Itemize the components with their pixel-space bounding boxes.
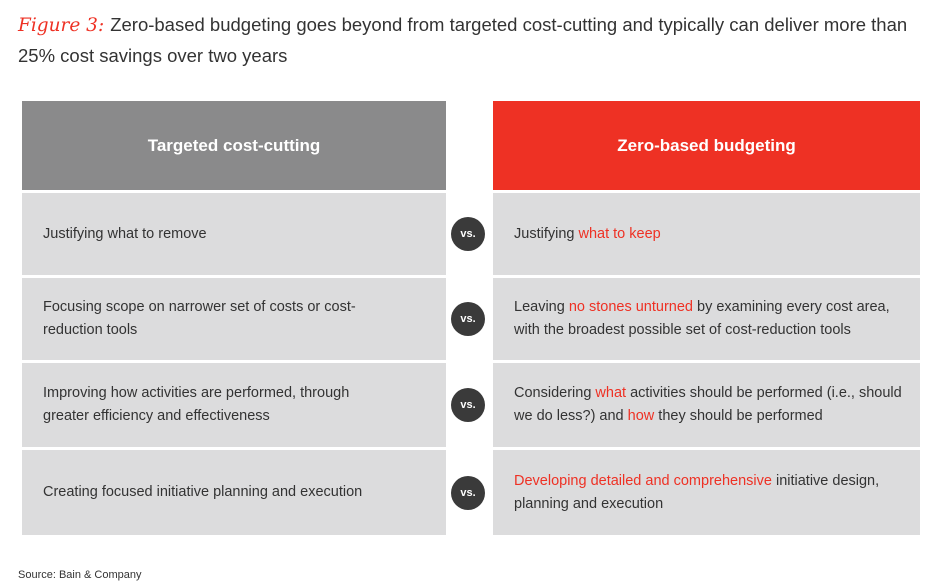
source: Source: Bain & Company xyxy=(18,569,142,581)
right-text: Leaving no stones unturned by examining … xyxy=(514,296,909,342)
right-cell: Justifying what to keep xyxy=(493,193,920,275)
text-segment: activities should be performed (i.e., sh… xyxy=(514,385,902,424)
right-cell: Leaving no stones unturned by examining … xyxy=(493,278,920,360)
vs-badge: vs. xyxy=(451,475,485,510)
text-segment: what xyxy=(595,385,627,401)
text-segment: they should be performed xyxy=(654,408,823,424)
title-text: Zero-based budgeting goes beyond from ta… xyxy=(18,14,908,66)
left-text: Focusing scope on narrower set of costs … xyxy=(43,299,356,338)
column-header: Targeted cost-cutting xyxy=(22,101,446,190)
right-cell: Considering what activities should be pe… xyxy=(493,363,920,447)
left-cell: Improving how activities are performed, … xyxy=(22,363,446,447)
left-cell: Justifying what to remove xyxy=(22,193,446,275)
column-header: Zero-based budgeting xyxy=(493,101,920,190)
vs-badge: vs. xyxy=(451,217,485,251)
text-segment: Developing detailed and comprehensive xyxy=(514,472,772,489)
text-segment: by examining every cost area, with the b… xyxy=(514,299,890,338)
text-segment: Considering xyxy=(514,385,596,401)
left-cell: Focusing scope on narrower set of costs … xyxy=(22,278,446,360)
text-segment: what to keep xyxy=(578,225,661,242)
vs-badge: vs. xyxy=(451,388,485,422)
right-text: Developing detailed and comprehensive in… xyxy=(514,470,909,516)
text-segment: no stones unturned xyxy=(568,299,693,315)
text-segment: initiative design, planning and executio… xyxy=(514,472,880,512)
left-text: Improving how activities are performed, … xyxy=(43,385,350,424)
text-segment: how xyxy=(627,408,655,424)
figure-label: Figure 3: xyxy=(18,15,105,36)
left-text: Creating focused initiative planning and… xyxy=(43,484,363,500)
text-segment: Leaving xyxy=(514,299,569,315)
right-text: Considering what activities should be pe… xyxy=(514,382,909,428)
right-cell: Developing detailed and comprehensive in… xyxy=(493,450,920,535)
left-cell: Creating focused initiative planning and… xyxy=(22,450,446,535)
right-text: Justifying what to keep xyxy=(514,223,909,246)
vs-badge: vs. xyxy=(451,302,485,336)
figure-title: Figure 3: Zero-based budgeting goes beyon… xyxy=(18,10,938,71)
text-segment: Justifying xyxy=(514,225,579,242)
left-text: Justifying what to remove xyxy=(43,225,207,242)
